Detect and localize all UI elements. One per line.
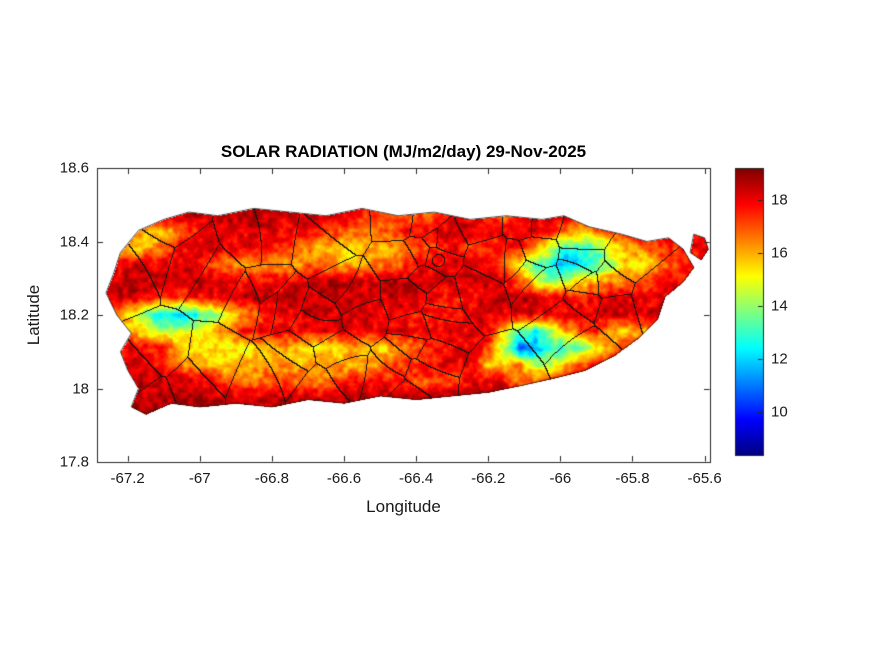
y-axis-label: Latitude bbox=[24, 284, 43, 346]
x-tick-label: -66 bbox=[549, 470, 572, 487]
colorbar-tick-label: 14 bbox=[771, 297, 788, 315]
x-tick-label: -65.6 bbox=[687, 470, 722, 487]
y-tick-label: 17.8 bbox=[59, 453, 89, 471]
y-tick-label: 18 bbox=[72, 380, 89, 397]
colorbar-tick-label: 10 bbox=[771, 403, 788, 421]
y-tick-label: 18.4 bbox=[59, 233, 89, 250]
x-tick-label: -67 bbox=[188, 470, 211, 487]
x-tick-label: -67.2 bbox=[110, 470, 145, 487]
colorbar-tick-label: 16 bbox=[771, 244, 788, 262]
x-axis-label: Longitude bbox=[366, 497, 441, 516]
x-tick-label: -66.8 bbox=[254, 470, 289, 487]
x-tick-label: -66.2 bbox=[471, 470, 506, 487]
colorbar-tick-label: 12 bbox=[771, 350, 788, 368]
y-tick-label: 18.2 bbox=[59, 306, 89, 324]
y-tick-label: 18.6 bbox=[59, 159, 89, 177]
colorbar-tick-label: 18 bbox=[771, 191, 788, 209]
x-tick-label: -66.4 bbox=[399, 470, 434, 487]
x-tick-label: -65.8 bbox=[615, 470, 650, 487]
chart-title: SOLAR RADIATION (MJ/m2/day) 29-Nov-2025 bbox=[220, 142, 587, 161]
x-tick-label: -66.6 bbox=[326, 470, 362, 487]
